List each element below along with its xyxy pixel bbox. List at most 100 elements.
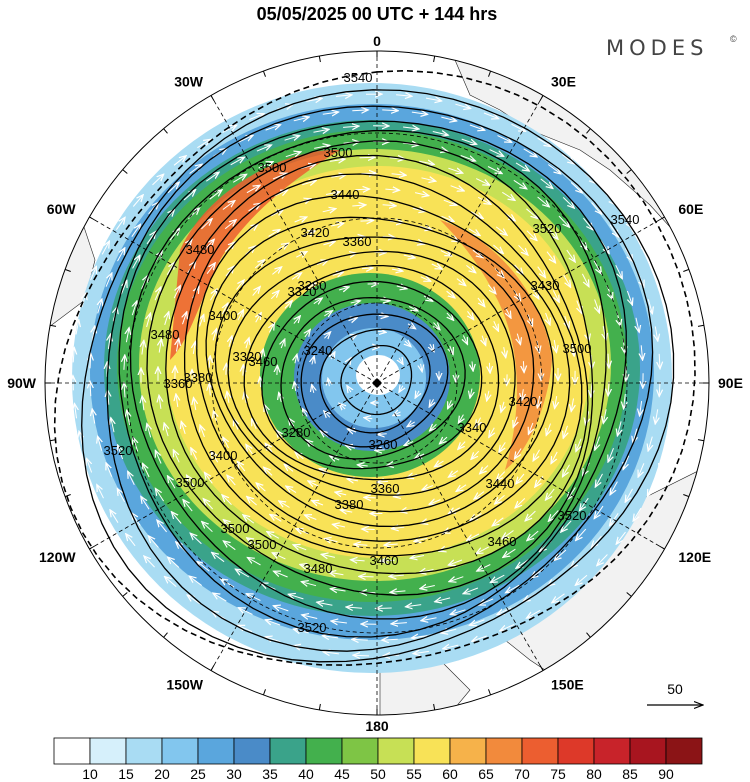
- wind-vector: [169, 228, 180, 241]
- wind-vector: [458, 414, 463, 424]
- height-contour: [118, 120, 627, 638]
- wind-vector: [148, 536, 159, 548]
- wind-vector: [489, 362, 490, 373]
- wind-vector: [405, 605, 422, 607]
- wind-vector: [407, 324, 416, 329]
- reference-vector: 50: [647, 681, 703, 705]
- wind-vector: [563, 425, 567, 439]
- wind-vector: [487, 284, 496, 294]
- wind-vector: [177, 339, 179, 352]
- wind-vector: [304, 515, 317, 520]
- wind-vector: [441, 216, 454, 221]
- wind-vector: [338, 287, 349, 290]
- wind-vector: [537, 396, 539, 408]
- wind-vector: [537, 196, 550, 207]
- wind-vector: [141, 496, 150, 510]
- wind-vector: [434, 461, 444, 467]
- contour-label: 3460: [370, 553, 399, 568]
- wind-vector: [476, 546, 490, 554]
- wind-vector: [183, 312, 187, 325]
- boundary-tick: [539, 95, 544, 101]
- wind-vector: [422, 486, 434, 490]
- contour-label: 3520: [104, 443, 133, 458]
- wind-vector: [640, 401, 642, 416]
- wind-vector: [490, 574, 505, 582]
- wind-vector: [641, 345, 642, 360]
- wind-vector: [92, 409, 95, 424]
- wind-vector: [499, 442, 506, 452]
- wind-vector: [399, 386, 403, 393]
- wind-vector: [324, 311, 332, 316]
- wind-vector: [322, 636, 339, 638]
- wind-vector: [279, 393, 282, 403]
- wind-vector: [346, 445, 356, 448]
- wind-vector: [305, 329, 310, 338]
- wind-vector: [224, 242, 235, 252]
- wind-vector: [668, 429, 672, 444]
- wind-vector: [610, 481, 618, 495]
- wind-vector: [306, 283, 316, 289]
- wind-vector: [132, 301, 137, 316]
- wind-vector: [189, 576, 203, 586]
- wind-vector: [142, 340, 144, 355]
- contour-label: 3540: [611, 212, 640, 227]
- wind-vector: [232, 174, 246, 183]
- reference-vector-label: 50: [667, 681, 683, 697]
- wind-vector: [531, 568, 544, 578]
- wind-vector: [168, 557, 180, 568]
- wind-vector: [420, 586, 435, 589]
- wind-vector: [274, 190, 287, 197]
- wind-vector: [364, 418, 373, 419]
- wind-vector: [474, 491, 485, 500]
- wind-vector: [117, 489, 126, 503]
- wind-vector: [591, 202, 602, 215]
- wind-vector: [279, 501, 290, 508]
- wind-vector: [335, 492, 347, 495]
- wind-vector: [312, 385, 314, 394]
- wind-vector: [378, 434, 387, 435]
- wind-vector: [439, 436, 448, 444]
- wind-vector: [238, 135, 253, 143]
- wind-vector: [331, 621, 347, 623]
- wind-vector: [176, 394, 178, 407]
- contour-label: 3240: [304, 343, 333, 358]
- longitude-label: 30E: [551, 74, 576, 90]
- wind-vector: [352, 110, 368, 111]
- wind-vector: [380, 300, 390, 301]
- wind-vector: [246, 444, 253, 455]
- wind-vector: [380, 560, 395, 561]
- wind-vector: [448, 400, 452, 409]
- wind-vector: [487, 390, 489, 401]
- wind-vector: [470, 513, 482, 521]
- meridian-line: [376, 95, 544, 384]
- wind-vector: [609, 224, 619, 238]
- wind-vector: [300, 564, 314, 568]
- wind-vector: [324, 332, 330, 338]
- wind-vector: [415, 391, 419, 398]
- contour-label: 3500: [324, 145, 353, 160]
- wind-vector: [347, 429, 357, 432]
- wind-vector: [487, 166, 502, 174]
- wind-vector: [566, 249, 575, 262]
- wind-vector: [223, 437, 229, 449]
- wind-vector: [414, 538, 428, 541]
- wind-vector: [575, 574, 588, 585]
- colorbar-tick-label: 45: [334, 766, 350, 782]
- colorbar-tick-label: 90: [658, 766, 674, 782]
- wind-vector: [450, 186, 465, 191]
- wind-vector: [377, 481, 389, 482]
- colorbar-swatch: [593, 737, 631, 765]
- contour-label: 3320: [233, 349, 262, 364]
- colorbar-swatch: [449, 737, 487, 765]
- wind-vector: [222, 201, 235, 210]
- wind-vector: [655, 409, 658, 424]
- wind-vector: [563, 464, 570, 477]
- wind-vector: [608, 353, 609, 368]
- wind-vector: [516, 473, 525, 484]
- wind-vector: [296, 529, 309, 534]
- wind-vector: [390, 591, 406, 592]
- wind-vector: [408, 307, 418, 311]
- wind-vector: [533, 449, 540, 461]
- wind-vector: [385, 189, 399, 190]
- wind-vector: [515, 498, 526, 508]
